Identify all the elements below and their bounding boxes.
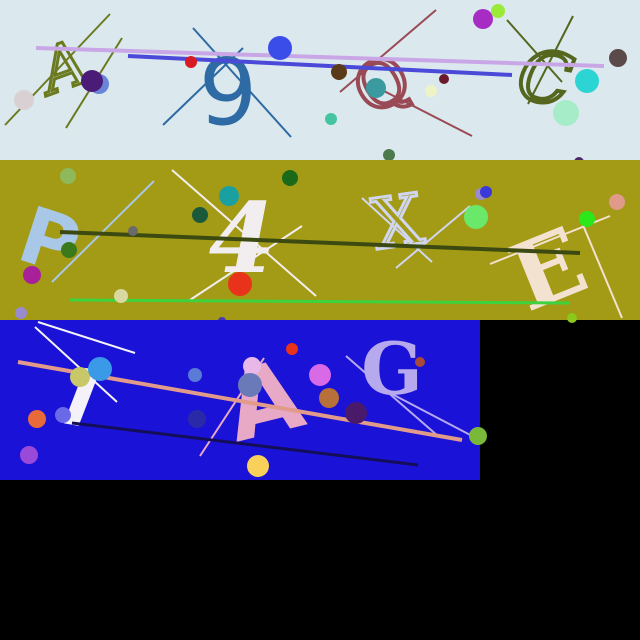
noise-dot (480, 186, 492, 198)
noise-dot (309, 364, 331, 386)
noise-dot (282, 170, 298, 186)
noise-dot (439, 74, 449, 84)
noise-dot (325, 113, 337, 125)
noise-dot (243, 357, 261, 375)
noise-dot (55, 407, 71, 423)
noise-dot (286, 343, 298, 355)
noise-line (579, 217, 623, 319)
noise-dot (81, 70, 103, 92)
captcha-character: 9 (199, 39, 258, 146)
noise-dot (553, 100, 579, 126)
noise-dot (331, 64, 347, 80)
noise-dot (28, 410, 46, 428)
noise-dot (88, 357, 112, 381)
noise-dot (268, 36, 292, 60)
noise-line (192, 27, 292, 138)
strike-line (69, 298, 571, 305)
noise-dot (425, 85, 437, 97)
noise-dot (247, 455, 269, 477)
noise-line (189, 225, 303, 301)
noise-dot (238, 373, 262, 397)
noise-dot (491, 4, 505, 18)
noise-dot (469, 427, 487, 445)
noise-dot (20, 446, 38, 464)
noise-line (395, 205, 471, 269)
noise-dot (185, 56, 197, 68)
noise-dot (319, 388, 339, 408)
panel-1: A 9 Q C (0, 0, 640, 167)
noise-dot (415, 357, 425, 367)
noise-dot (567, 313, 577, 323)
noise-dot (464, 205, 488, 229)
noise-line (377, 87, 473, 137)
noise-line (339, 9, 437, 93)
noise-dot (15, 307, 27, 319)
noise-dot (61, 242, 77, 258)
noise-dot (228, 272, 252, 296)
noise-line (34, 326, 118, 403)
panel-3: I A G (0, 320, 487, 480)
noise-line (345, 355, 439, 437)
noise-line (361, 197, 433, 263)
noise-dot (609, 49, 627, 67)
strike-line (35, 46, 605, 68)
noise-dot (609, 194, 625, 210)
noise-line (389, 392, 477, 439)
noise-dot (114, 289, 128, 303)
captcha-character: G (361, 326, 423, 411)
noise-dot (366, 78, 386, 98)
panel-2-background (0, 160, 640, 320)
noise-line (506, 19, 563, 83)
noise-dot (14, 90, 34, 110)
noise-dot (383, 149, 395, 161)
strike-line (71, 421, 419, 467)
noise-dot (345, 402, 367, 424)
panel-2: P 4 X E (0, 160, 640, 333)
noise-line (527, 15, 574, 105)
noise-line (171, 169, 317, 297)
noise-line (51, 180, 155, 283)
noise-dot (60, 168, 76, 184)
strike-line (59, 230, 581, 255)
noise-dot (128, 226, 138, 236)
noise-dot (473, 9, 493, 29)
noise-dot (219, 186, 239, 206)
noise-dot (579, 211, 595, 227)
noise-dot (575, 69, 599, 93)
noise-dot (188, 368, 202, 382)
noise-dot (188, 410, 206, 428)
noise-dot (70, 367, 90, 387)
noise-dot (192, 207, 208, 223)
noise-line (37, 321, 136, 354)
noise-dot (23, 266, 41, 284)
